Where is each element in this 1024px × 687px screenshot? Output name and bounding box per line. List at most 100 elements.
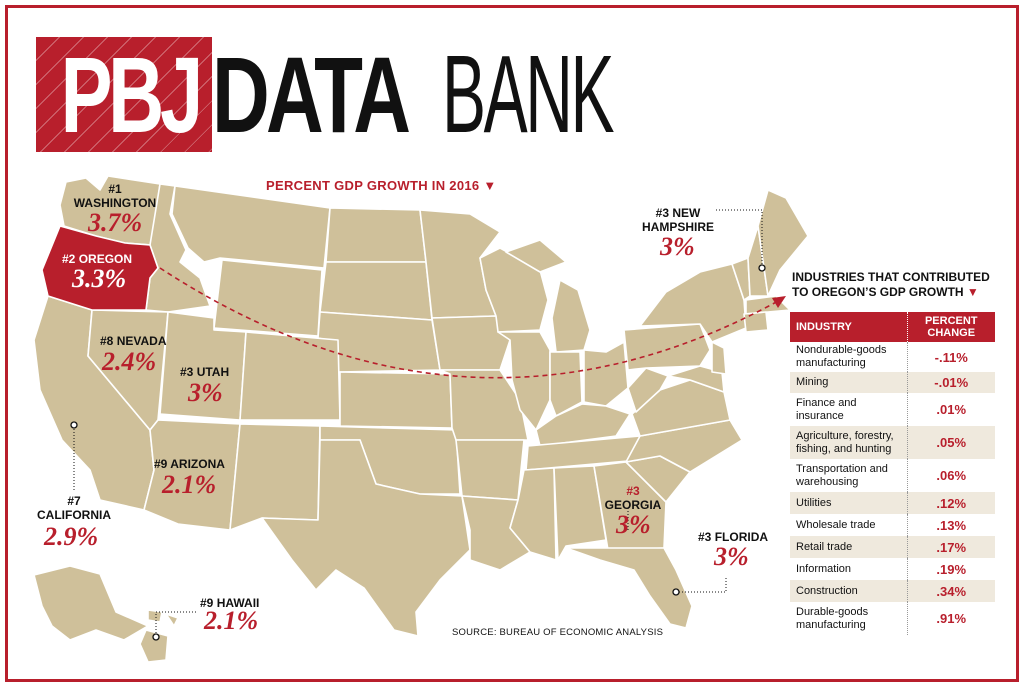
- growth-arizona: 2.1%: [162, 470, 217, 499]
- name2-new-hampshire: HAMPSHIRE: [641, 220, 714, 234]
- industry-cell: Retail trade: [790, 536, 907, 558]
- name-utah: UTAH: [196, 365, 230, 379]
- growth-nevada: 2.4%: [102, 347, 157, 376]
- marker-hawaii: [152, 633, 160, 641]
- industry-line1: Transportation and: [796, 462, 888, 475]
- rank-new-hampshire: #3: [655, 206, 669, 220]
- industry-line2: warehousing: [796, 475, 859, 488]
- state-texas: [261, 439, 471, 637]
- name-arizona: ARIZONA: [170, 457, 225, 471]
- table-row: Agriculture, forestry, fishing, and hunti…: [790, 426, 995, 459]
- rank-nevada: #8: [100, 334, 114, 348]
- change-cell: .01%: [906, 393, 995, 426]
- state-colorado: [239, 331, 341, 421]
- state-alabama: [553, 465, 607, 561]
- rank-florida: #3: [698, 530, 712, 544]
- industries-title-line2: TO OREGON’S GDP GROWTH: [792, 285, 964, 299]
- leader-new-hampshire: [716, 209, 763, 266]
- marker-new-hampshire: [758, 264, 766, 272]
- change-cell: -.01%: [906, 372, 995, 393]
- leader-hawaii: [155, 611, 196, 636]
- header-percent-change: PERCENT CHANGE: [906, 312, 995, 342]
- growth-oregon: 3.3%: [72, 264, 127, 293]
- name-new-hampshire: NEW: [672, 206, 701, 220]
- marker-florida: [672, 588, 680, 596]
- industry-cell: Transportation and warehousing: [790, 459, 907, 492]
- logo-bank-text: BANK: [442, 33, 615, 156]
- logo-pbj-text: PBJ: [60, 37, 204, 152]
- label-california: #7 CALIFORNIA: [30, 494, 118, 522]
- label-georgia: #3 GEORGIA: [600, 484, 666, 512]
- growth-california: 2.9%: [44, 522, 99, 551]
- marker-california: [70, 421, 78, 429]
- table-row: Finance and insurance .01%: [790, 393, 995, 426]
- rank-georgia: #3: [626, 484, 640, 498]
- industries-title-line2-wrap: TO OREGON’S GDP GROWTH ▼: [792, 285, 990, 300]
- table-row: Transportation and warehousing .06%: [790, 459, 995, 492]
- change-cell: .12%: [906, 492, 995, 514]
- header-change: CHANGE: [927, 327, 976, 339]
- rank-oregon: #2: [62, 252, 76, 266]
- state-florida: [565, 547, 693, 629]
- industry-cell: Mining: [790, 372, 907, 393]
- industry-line2: manufacturing: [796, 357, 866, 369]
- logo-data-text: DATA: [212, 34, 411, 155]
- change-cell: .06%: [906, 459, 995, 492]
- industry-line1: Finance and: [796, 396, 857, 409]
- table-row: Utilities .12%: [790, 492, 995, 514]
- change-cell: .34%: [906, 580, 995, 602]
- pbj-logo: PBJ: [36, 37, 212, 152]
- rank-washington: #1: [108, 182, 122, 196]
- logo-stripes: [36, 37, 212, 152]
- table-row: Wholesale trade .13%: [790, 514, 995, 536]
- industry-cell: Information: [796, 562, 852, 575]
- rank-name-new-hampshire: #3 NEW: [640, 206, 716, 220]
- state-new-jersey: [711, 341, 727, 375]
- label-new-hampshire: #3 NEW HAMPSHIRE: [640, 206, 716, 234]
- label-washington: #1 WASHINGTON: [72, 182, 158, 210]
- rank-california: #7: [67, 494, 81, 508]
- industries-title-line1: INDUSTRIES THAT CONTRIBUTED: [792, 270, 990, 284]
- label-florida: #3 FLORIDA: [698, 530, 768, 544]
- industries-title: INDUSTRIES THAT CONTRIBUTED TO OREGON’S …: [792, 270, 990, 300]
- state-pennsylvania: [623, 323, 711, 371]
- state-hawaii-1: [147, 609, 163, 623]
- state-arkansas: [455, 439, 525, 501]
- state-alaska: [33, 565, 149, 641]
- table-row: Information .19%: [790, 558, 995, 580]
- state-connecticut: [743, 311, 769, 333]
- label-arizona: #9 ARIZONA: [154, 457, 225, 471]
- state-montana: [171, 185, 331, 269]
- industry-line1: Agriculture, forestry,: [796, 429, 894, 442]
- industry-line1: Nondurable-goods: [796, 344, 887, 356]
- label-hawaii: #9 HAWAII: [200, 596, 259, 610]
- table-row: Mining -.01%: [790, 372, 995, 393]
- industry-cell: Construction: [790, 580, 907, 602]
- state-maryland: [667, 365, 725, 393]
- industries-table: INDUSTRY PERCENT CHANGE Nondurable-goods…: [790, 312, 995, 635]
- rank-hawaii: #9: [200, 596, 214, 610]
- chart-title: PERCENT GDP GROWTH IN 2016 ▼: [266, 178, 497, 193]
- growth-hawaii: 2.1%: [204, 606, 259, 635]
- change-cell: -.11%: [906, 342, 995, 372]
- label-oregon: #2 OREGON: [62, 252, 132, 266]
- flow-arrow: [159, 267, 781, 379]
- growth-georgia: 3%: [616, 510, 651, 539]
- industry-cell: Nondurable-goods manufacturing: [790, 342, 907, 372]
- state-new-mexico: [229, 423, 321, 531]
- industry-line2: fishing, and hunting: [796, 442, 892, 455]
- state-south-dakota: [319, 261, 433, 321]
- state-iowa: [431, 315, 511, 371]
- industry-cell: Wholesale trade: [796, 518, 876, 531]
- rank-utah: #3: [180, 365, 194, 379]
- header-percent: PERCENT: [924, 315, 978, 327]
- industry-cell: Agriculture, forestry, fishing, and hunti…: [790, 426, 907, 459]
- source-note: SOURCE: BUREAU OF ECONOMIC ANALYSIS: [452, 627, 664, 638]
- state-michigan: [551, 279, 591, 353]
- change-cell: .19%: [906, 558, 995, 580]
- growth-utah: 3%: [188, 378, 223, 407]
- name-hawaii: HAWAII: [216, 596, 260, 610]
- flow-arrow-head: [772, 296, 786, 308]
- header-industry: INDUSTRY: [790, 312, 907, 342]
